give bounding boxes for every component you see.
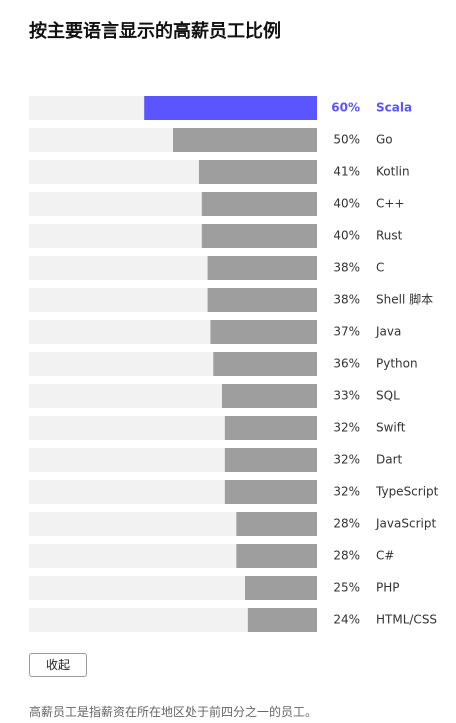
category-label: C++ [376, 197, 405, 211]
category-label: Go [376, 133, 393, 147]
value-label: 24% [333, 613, 360, 627]
bar [201, 224, 317, 248]
category-label: TypeScript [375, 485, 439, 499]
bar [224, 480, 317, 504]
footnote: 高薪员工是指薪资在所在地区处于前四分之一的员工。 [29, 705, 318, 719]
category-label: C# [376, 549, 394, 563]
value-label: 40% [333, 197, 360, 211]
collapse-button[interactable]: 收起 [29, 653, 87, 677]
category-label: Dart [376, 453, 403, 467]
value-label: 33% [333, 389, 360, 403]
value-label: 41% [333, 165, 360, 179]
value-label: 32% [333, 421, 360, 435]
value-label: 40% [333, 229, 360, 243]
value-label: 28% [333, 517, 360, 531]
value-label: 38% [333, 261, 360, 275]
category-label: Shell 脚本 [376, 292, 433, 307]
value-label: 32% [333, 485, 360, 499]
bar [236, 544, 317, 568]
category-label: Python [376, 357, 418, 371]
category-label: Swift [376, 421, 406, 435]
category-label: HTML/CSS [376, 613, 437, 627]
category-label: C [376, 261, 384, 275]
value-label: 50% [333, 133, 360, 147]
bar [224, 448, 317, 472]
bar [245, 576, 317, 600]
category-label: Kotlin [376, 165, 410, 179]
value-label: 36% [333, 357, 360, 371]
bar [224, 416, 317, 440]
bar [207, 256, 317, 280]
value-label: 25% [333, 581, 360, 595]
bar [201, 192, 317, 216]
value-label: 60% [331, 101, 360, 115]
bar [236, 512, 317, 536]
category-label: Rust [376, 229, 403, 243]
bar [144, 96, 317, 120]
category-label: PHP [376, 581, 400, 595]
bar [221, 384, 317, 408]
value-label: 37% [333, 325, 360, 339]
category-label: JavaScript [375, 517, 436, 531]
bar [198, 160, 317, 184]
value-label: 28% [333, 549, 360, 563]
bar [213, 352, 317, 376]
category-label: Scala [376, 101, 412, 115]
value-label: 32% [333, 453, 360, 467]
category-label: Java [375, 325, 401, 339]
chart-title: 按主要语言显示的高薪员工比例 [29, 20, 281, 42]
bar [173, 128, 317, 152]
category-label: SQL [376, 389, 400, 403]
bar [247, 608, 317, 632]
bar [210, 320, 317, 344]
bar [207, 288, 317, 312]
value-label: 38% [333, 293, 360, 307]
